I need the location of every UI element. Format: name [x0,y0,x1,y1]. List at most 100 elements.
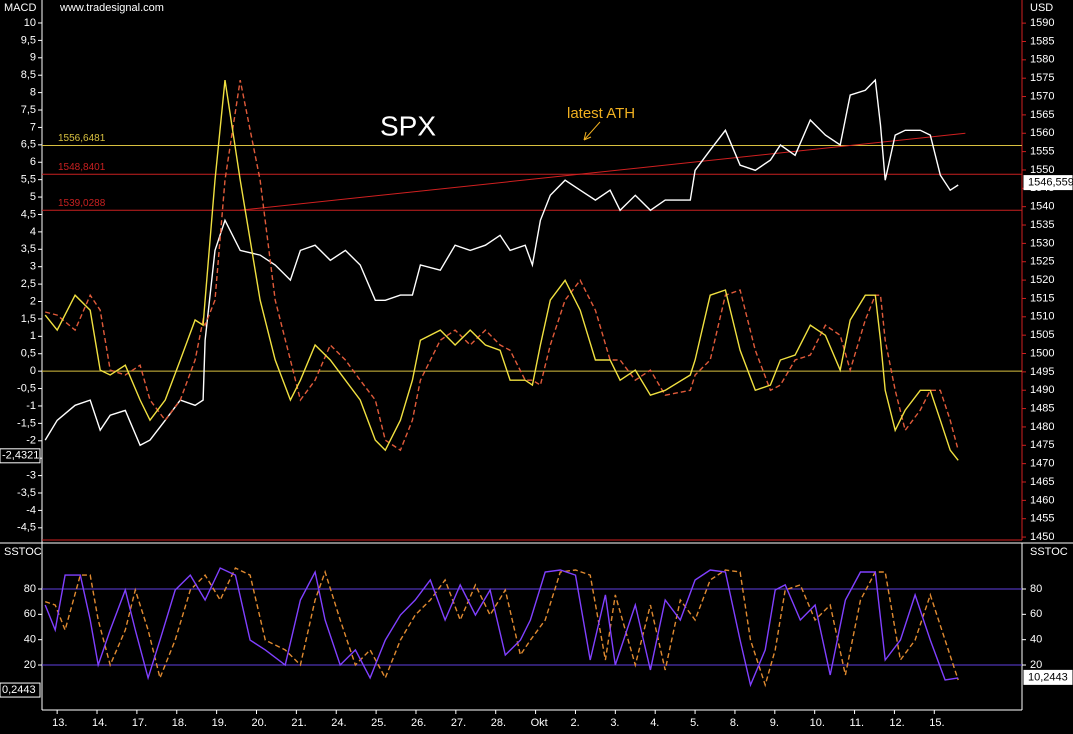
x-tick-label: 10. [810,717,825,729]
y-tick-label: 20 [24,659,36,671]
y-tick-label: 40 [1030,634,1042,646]
series-line [44,78,959,447]
level-label: 1539,0288 [58,198,106,209]
y-tick-label: -3 [26,469,36,481]
y2-tick-label: 1480 [1030,421,1054,433]
y-tick-label: 7 [30,121,36,133]
y-tick-label: 5,5 [21,174,36,186]
y2-axis-label: USD [1030,2,1053,14]
y-tick-label: -2 [26,435,36,447]
x-tick-label: 18. [172,717,187,729]
y-tick-label: 80 [1030,583,1042,595]
y2-tick-label: 1540 [1030,201,1054,213]
y-tick-label: -1 [26,400,36,412]
y2-tick-label: 1490 [1030,384,1054,396]
x-tick-label: 26. [411,717,426,729]
y-axis-label: SSTOC [1030,546,1068,558]
series-line [44,79,959,461]
y2-tick-label: 1585 [1030,35,1054,47]
y-tick-label: 2 [30,295,36,307]
y-tick-label: -0,5 [17,382,36,394]
x-tick-label: 9. [770,717,779,729]
y2-tick-label: 1485 [1030,402,1054,414]
x-tick-label: 21. [291,717,306,729]
y2-tick-label: 1555 [1030,146,1054,158]
x-tick-label: 13. [52,717,67,729]
y-tick-label: 2,5 [21,278,36,290]
y-tick-label: -4,5 [17,522,36,534]
y-tick-label: 4,5 [21,208,36,220]
y2-tick-label: 1450 [1030,531,1054,543]
y2-tick-label: 1500 [1030,347,1054,359]
y2-tick-label: 1590 [1030,17,1054,29]
value-tag-label: 0,2443 [2,684,36,696]
y-tick-label: 1,5 [21,313,36,325]
annotation-arrow [583,121,601,141]
y-tick-label: 60 [1030,608,1042,620]
y2-tick-label: 1560 [1030,127,1054,139]
x-tick-label: 11. [850,717,864,729]
y-tick-label: 4 [30,226,36,238]
y-axis-label: SSTOC [4,546,42,558]
x-tick-label: 17. [132,717,147,729]
level-label: 1548,8401 [58,162,106,173]
y-tick-label: 7,5 [21,104,36,116]
x-tick-label: 3. [610,717,619,729]
y-tick-label: 1 [30,330,36,342]
y-tick-label: 0 [30,365,36,377]
y2-tick-label: 1520 [1030,274,1054,286]
y-tick-label: 3 [30,261,36,273]
y2-tick-label: 1530 [1030,237,1054,249]
value-tag [1023,175,1073,191]
trendline [240,132,966,211]
y2-tick-label: 1460 [1030,494,1054,506]
value-tag-label: 1546,559 [1028,177,1073,189]
y-tick-label: 10 [24,17,36,29]
x-tick-label: 27. [451,717,466,729]
x-tick-label: 2. [570,717,579,729]
y2-tick-label: 1570 [1030,90,1054,102]
y-axis-label: MACD [4,2,36,14]
y-tick-label: -1,5 [17,417,36,429]
y2-tick-label: 1465 [1030,476,1054,488]
y2-tick-label: 1575 [1030,72,1054,84]
y-tick-label: 0,5 [21,348,36,360]
value-tag-label: -2,4321 [2,450,39,462]
y-tick-label: 9,5 [21,34,36,46]
y2-tick-label: 1580 [1030,54,1054,66]
y-tick-label: 9 [30,52,36,64]
y2-tick-label: 1475 [1030,439,1054,451]
x-tick-label: 15. [929,717,944,729]
x-tick-label: Okt [531,717,548,729]
x-tick-label: 28. [491,717,506,729]
y-tick-label: 8,5 [21,69,36,81]
x-tick-label: 19. [212,717,227,729]
y-tick-label: 60 [24,608,36,620]
x-tick-label: 25. [371,717,386,729]
y2-tick-label: 1525 [1030,256,1054,268]
y-tick-label: 80 [24,583,36,595]
x-tick-label: 5. [690,717,699,729]
series-line [45,79,959,452]
value-tag-label: 10,2443 [1028,671,1068,683]
y2-tick-label: 1455 [1030,513,1054,525]
x-tick-label: 14. [92,717,107,729]
annotation: SPX [380,110,436,141]
x-tick-label: 24. [331,717,346,729]
x-tick-label: 20. [251,717,266,729]
y2-tick-label: 1505 [1030,329,1054,341]
y-tick-label: 5 [30,191,36,203]
x-tick-label: 8. [730,717,739,729]
y-tick-label: 20 [1030,659,1042,671]
y2-tick-label: 1510 [1030,311,1054,323]
y-tick-label: -4 [26,504,36,516]
x-tick-label: 4. [650,717,659,729]
y2-tick-label: 1565 [1030,109,1054,121]
level-label: 1556,6481 [58,133,106,144]
y2-tick-label: 1550 [1030,164,1054,176]
y-tick-label: 40 [24,634,36,646]
x-tick-label: 12. [889,717,904,729]
y-tick-label: 6,5 [21,139,36,151]
source: www.tradesignal.com [59,2,164,14]
